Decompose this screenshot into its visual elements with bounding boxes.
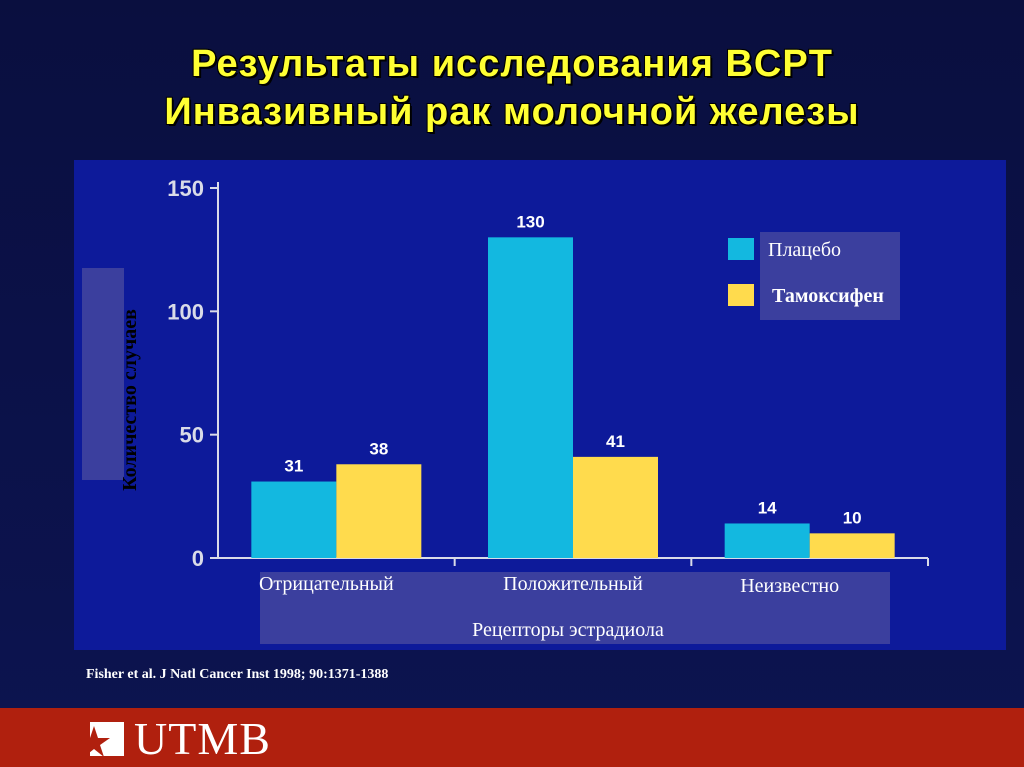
star-icon [80, 722, 124, 757]
footer-logo: UTMB [80, 712, 271, 764]
bars: 31 38 Отрицательный 130 41 Положительный 14 10 Н… [251, 212, 895, 597]
bar-value-label: 31 [284, 457, 303, 476]
y-tick-label: 100 [167, 299, 204, 324]
bar-tamoxifen [336, 464, 422, 558]
legend-label: Тамоксифен [772, 285, 884, 307]
category-label: Неизвестно [740, 575, 839, 597]
legend: Плацебо Тамоксифен [728, 238, 884, 307]
bar-tamoxifen [809, 533, 895, 558]
axes: 0 50 100 150 [167, 176, 929, 571]
bar-placebo [488, 237, 573, 558]
ylabel-backdrop [82, 268, 124, 480]
chart-panel: 0 50 100 150 31 38 Отрицательный 130 41 Положите… [74, 160, 1006, 650]
y-tick-label: 50 [180, 423, 204, 448]
slide-title: Результаты исследования BCPT Инвазивный … [0, 40, 1024, 136]
citation: Fisher et al. J Natl Cancer Inst 1998; 9… [86, 667, 389, 682]
bar-placebo [251, 481, 337, 558]
y-tick-label: 0 [192, 546, 204, 571]
logo-text: UTMB [134, 712, 271, 764]
footer-bar: UTMB [0, 708, 1024, 767]
y-axis-label: Количество случаев [119, 309, 141, 491]
x-axis-label: Рецепторы эстрадиола [472, 619, 664, 641]
bar-value-label: 10 [843, 508, 862, 527]
bar-tamoxifen [573, 456, 658, 558]
y-tick-label: 150 [167, 176, 204, 201]
legend-swatch [728, 284, 754, 306]
legend-swatch [728, 238, 754, 260]
category-label: Положительный [503, 573, 643, 595]
category-label: Отрицательный [259, 573, 394, 595]
bar-value-label: 38 [369, 439, 388, 458]
bar-value-label: 14 [758, 498, 777, 517]
legend-backdrop [760, 232, 900, 320]
xlabel-backdrop [260, 572, 890, 644]
legend-label: Плацебо [768, 239, 841, 261]
bar-value-label: 130 [516, 212, 544, 231]
bar-chart: 0 50 100 150 31 38 Отрицательный 130 41 Положите… [82, 176, 929, 644]
title-line-1: Результаты исследования BCPT [191, 43, 833, 85]
bar-value-label: 41 [606, 432, 625, 451]
title-line-2: Инвазивный рак молочной железы [164, 91, 860, 133]
bar-placebo [724, 523, 810, 558]
